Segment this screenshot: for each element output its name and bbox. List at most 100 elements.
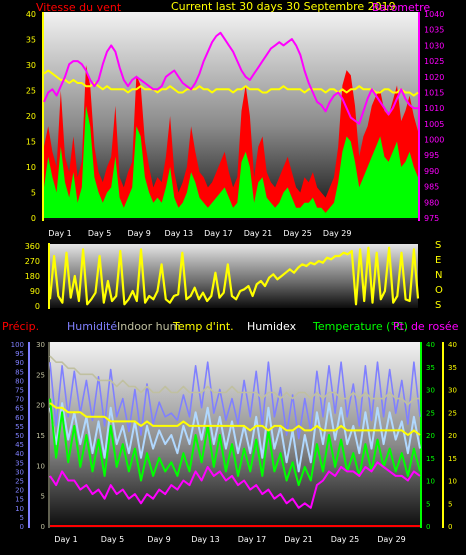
x-tick-label: Day 29 — [323, 229, 352, 238]
compass-label: S — [435, 300, 441, 311]
baro-tick-label: 1040 — [424, 10, 444, 19]
baro-tick-label: 985 — [424, 183, 439, 192]
precip-tick-label: 10 — [36, 462, 45, 470]
x-tick-label: Day 21 — [284, 535, 313, 544]
legend-humidex: Humidex — [247, 320, 297, 333]
wind-x-axis-ticks: Day 1 Day 5 Day 9 Day 13 Day 17 Day 21 Day 25 D… — [48, 229, 351, 238]
temp-int-tick-label: 25 — [448, 409, 457, 417]
temperature-tick-label: 10 — [426, 478, 435, 486]
humidity-line — [49, 361, 421, 440]
humidity-tick-label: 15 — [15, 496, 24, 504]
temp-int-tick-label: 15 — [448, 455, 457, 463]
wind-tick-label: 5 — [31, 189, 36, 198]
humidity-tick-label: 45 — [15, 441, 24, 449]
barometer-line — [43, 31, 418, 125]
wind-tick-label: 40 — [26, 10, 36, 19]
baro-tick-label: 990 — [424, 167, 439, 176]
baro-tick-label: 995 — [424, 151, 439, 160]
x-tick-label: Day 25 — [331, 535, 360, 544]
temp-int-tick-label: 10 — [448, 478, 457, 486]
x-tick-label: Day 1 — [48, 229, 71, 238]
compass-label: E — [435, 255, 441, 266]
precip-tick-label: 30 — [36, 341, 45, 349]
precip-tick-label: 0 — [41, 523, 45, 531]
direction-tick-label: 0 — [35, 302, 40, 311]
baro-tick-label: 980 — [424, 198, 439, 207]
legend-indoor-hum: Indoor hum — [117, 320, 180, 333]
baro-tick-label: 1020 — [424, 73, 444, 82]
wind-tick-label: 20 — [26, 112, 36, 121]
humidity-tick-label: 95 — [15, 350, 24, 358]
wind-baro-series — [43, 31, 419, 218]
indoor-temp-line — [43, 69, 419, 97]
wind-tick-label: 35 — [26, 36, 36, 45]
precip-tick-label: 25 — [36, 371, 45, 379]
humidity-tick-label: 10 — [15, 505, 24, 513]
x-tick-label: Day 13 — [165, 229, 194, 238]
x-tick-label: Day 1 — [54, 535, 77, 544]
x-tick-label: Day 13 — [191, 535, 220, 544]
dewpoint-line — [49, 461, 421, 509]
x-tick-label: Day 9 — [127, 229, 150, 238]
x-tick-label: Day 5 — [101, 535, 124, 544]
temp-int-tick-label: 20 — [448, 432, 457, 440]
legend-dewpoint: Pt. de rosée — [393, 320, 459, 333]
precip-tick-label: 15 — [36, 432, 45, 440]
humidity-tick-label: 5 — [20, 514, 24, 522]
precip-tick-label: 5 — [41, 493, 45, 501]
humidity-tick-label: 60 — [15, 414, 24, 422]
compass-label: O — [435, 285, 443, 296]
temperature-tick-label: 0 — [426, 523, 430, 531]
baro-tick-label: 1010 — [424, 104, 444, 113]
wind-tick-label: 25 — [26, 87, 36, 96]
humidity-tick-label: 30 — [15, 468, 24, 476]
x-tick-label: Day 17 — [204, 229, 233, 238]
temperature-tick-label: 40 — [426, 341, 435, 349]
legend-temp-int: Temp d'int. — [172, 320, 234, 333]
x-tick-label: Day 21 — [244, 229, 273, 238]
temp-humidity-series — [49, 355, 421, 527]
baro-tick-label: 1030 — [424, 41, 444, 50]
temperature-tick-label: 5 — [426, 500, 430, 508]
humidity-tick-label: 0 — [20, 523, 24, 531]
wind-direction-series — [48, 246, 420, 306]
wind-tick-label: 10 — [26, 163, 36, 172]
wind-tick-label: 30 — [26, 61, 36, 70]
compass-label: N — [435, 270, 442, 281]
wind-average-area — [44, 105, 418, 218]
wind-direction-line — [48, 246, 420, 306]
temp-x-axis-ticks: Day 1 Day 5 Day 9 Day 13 Day 17 Day 21 Day 25 D… — [54, 535, 405, 544]
baro-tick-label: 1015 — [424, 88, 444, 97]
humidity-tick-label: 55 — [15, 423, 24, 431]
direction-tick-label: 270 — [25, 257, 40, 266]
x-tick-label: Day 25 — [283, 229, 312, 238]
temp-int-tick-label: 35 — [448, 364, 457, 372]
humidity-tick-label: 20 — [15, 487, 24, 495]
baro-tick-label: 1005 — [424, 120, 444, 129]
baro-tick-label: 1035 — [424, 26, 444, 35]
temp-int-tick-label: 40 — [448, 341, 457, 349]
temp-int-tick-label: 0 — [448, 523, 452, 531]
temp-humidity-axis-ticks: 0510152025303540455055606570758085909510… — [11, 341, 457, 531]
direction-tick-label: 180 — [25, 272, 40, 281]
direction-tick-label: 90 — [30, 287, 40, 296]
wind-speed-title: Vitesse du vent — [36, 1, 122, 14]
humidity-tick-label: 35 — [15, 459, 24, 467]
temp-humidity-chart: Précip. Humidité Indoor hum Temp d'int. … — [2, 320, 459, 544]
temp-int-tick-label: 30 — [448, 387, 457, 395]
direction-tick-label: 360 — [25, 242, 40, 251]
x-tick-label: Day 29 — [377, 535, 406, 544]
temperature-tick-label: 15 — [426, 455, 435, 463]
baro-tick-label: 1000 — [424, 136, 444, 145]
wind-axis-ticks: 0 5 10 15 20 25 30 35 40 — [26, 10, 36, 223]
humidity-tick-label: 80 — [15, 377, 24, 385]
baro-tick-label: 1025 — [424, 57, 444, 66]
temp-int-tick-label: 5 — [448, 500, 452, 508]
humidex-line — [49, 402, 421, 473]
temperature-tick-label: 30 — [426, 387, 435, 395]
x-tick-label: Day 9 — [147, 535, 170, 544]
